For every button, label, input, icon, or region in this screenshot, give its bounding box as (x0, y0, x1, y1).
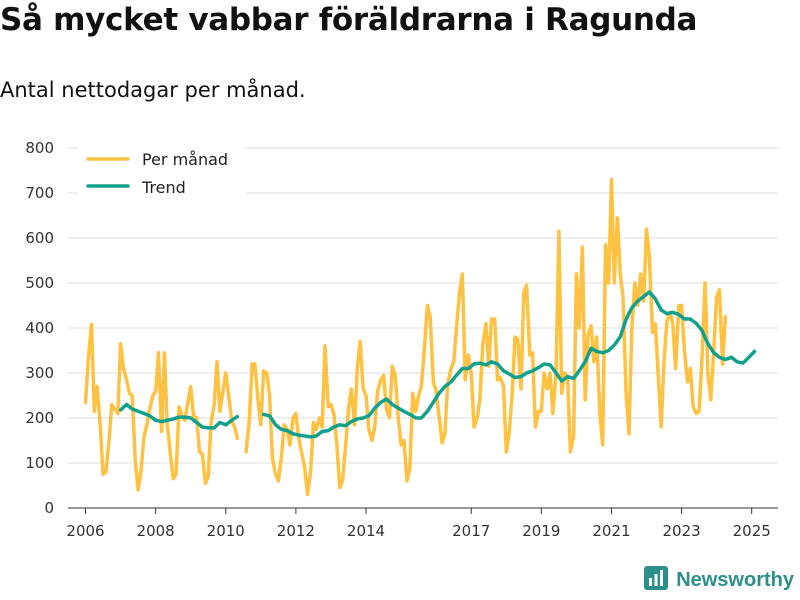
legend-label-trend: Trend (141, 178, 186, 197)
y-tick-label-500: 500 (25, 274, 54, 292)
y-tick-label-200: 200 (25, 409, 54, 427)
axes: 0 100 200 300 400 500 600 700 800 2006 2008 2010 201… (25, 139, 778, 540)
series-line-trend-segment-2 (261, 290, 757, 439)
legend: Per månad Trend (78, 143, 246, 199)
y-tick-label-100: 100 (25, 454, 54, 472)
x-tick-label-2019: 2019 (522, 522, 560, 540)
x-tick-label-2017: 2017 (452, 522, 490, 540)
x-tick-label-2025: 2025 (733, 522, 771, 540)
newsworthy-branding: Newsworthy (643, 565, 794, 595)
x-tick-label-2006: 2006 (66, 522, 104, 540)
newsworthy-logo-icon (643, 565, 669, 595)
chart-subtitle: Antal nettodagar per månad. (0, 78, 306, 102)
series-lines (83, 177, 757, 497)
x-tick-label-2012: 2012 (277, 522, 315, 540)
chart-title: Så mycket vabbar föräldrarna i Ragunda (0, 2, 698, 38)
legend-label-monthly: Per månad (142, 150, 228, 169)
series-line-monthly-segment-2 (244, 177, 728, 497)
x-tick-label-2021: 2021 (592, 522, 630, 540)
y-tick-label-700: 700 (25, 184, 54, 202)
series-line-trend-segment-1 (118, 402, 240, 430)
line-chart: 0 100 200 300 400 500 600 700 800 2006 2008 2010 201… (25, 139, 778, 540)
legend-background (78, 143, 246, 199)
y-tick-label-300: 300 (25, 364, 54, 382)
x-tick-label-2008: 2008 (137, 522, 175, 540)
newsworthy-brand-name: Newsworthy (676, 568, 794, 591)
y-tick-label-800: 800 (25, 139, 54, 157)
y-tick-label-400: 400 (25, 319, 54, 337)
x-tick-label-2010: 2010 (207, 522, 245, 540)
x-tick-label-2023: 2023 (662, 522, 700, 540)
y-tick-label-600: 600 (25, 229, 54, 247)
y-tick-label-0: 0 (44, 499, 54, 517)
x-tick-label-2014: 2014 (347, 522, 385, 540)
series-line-monthly-segment-1 (83, 322, 240, 492)
